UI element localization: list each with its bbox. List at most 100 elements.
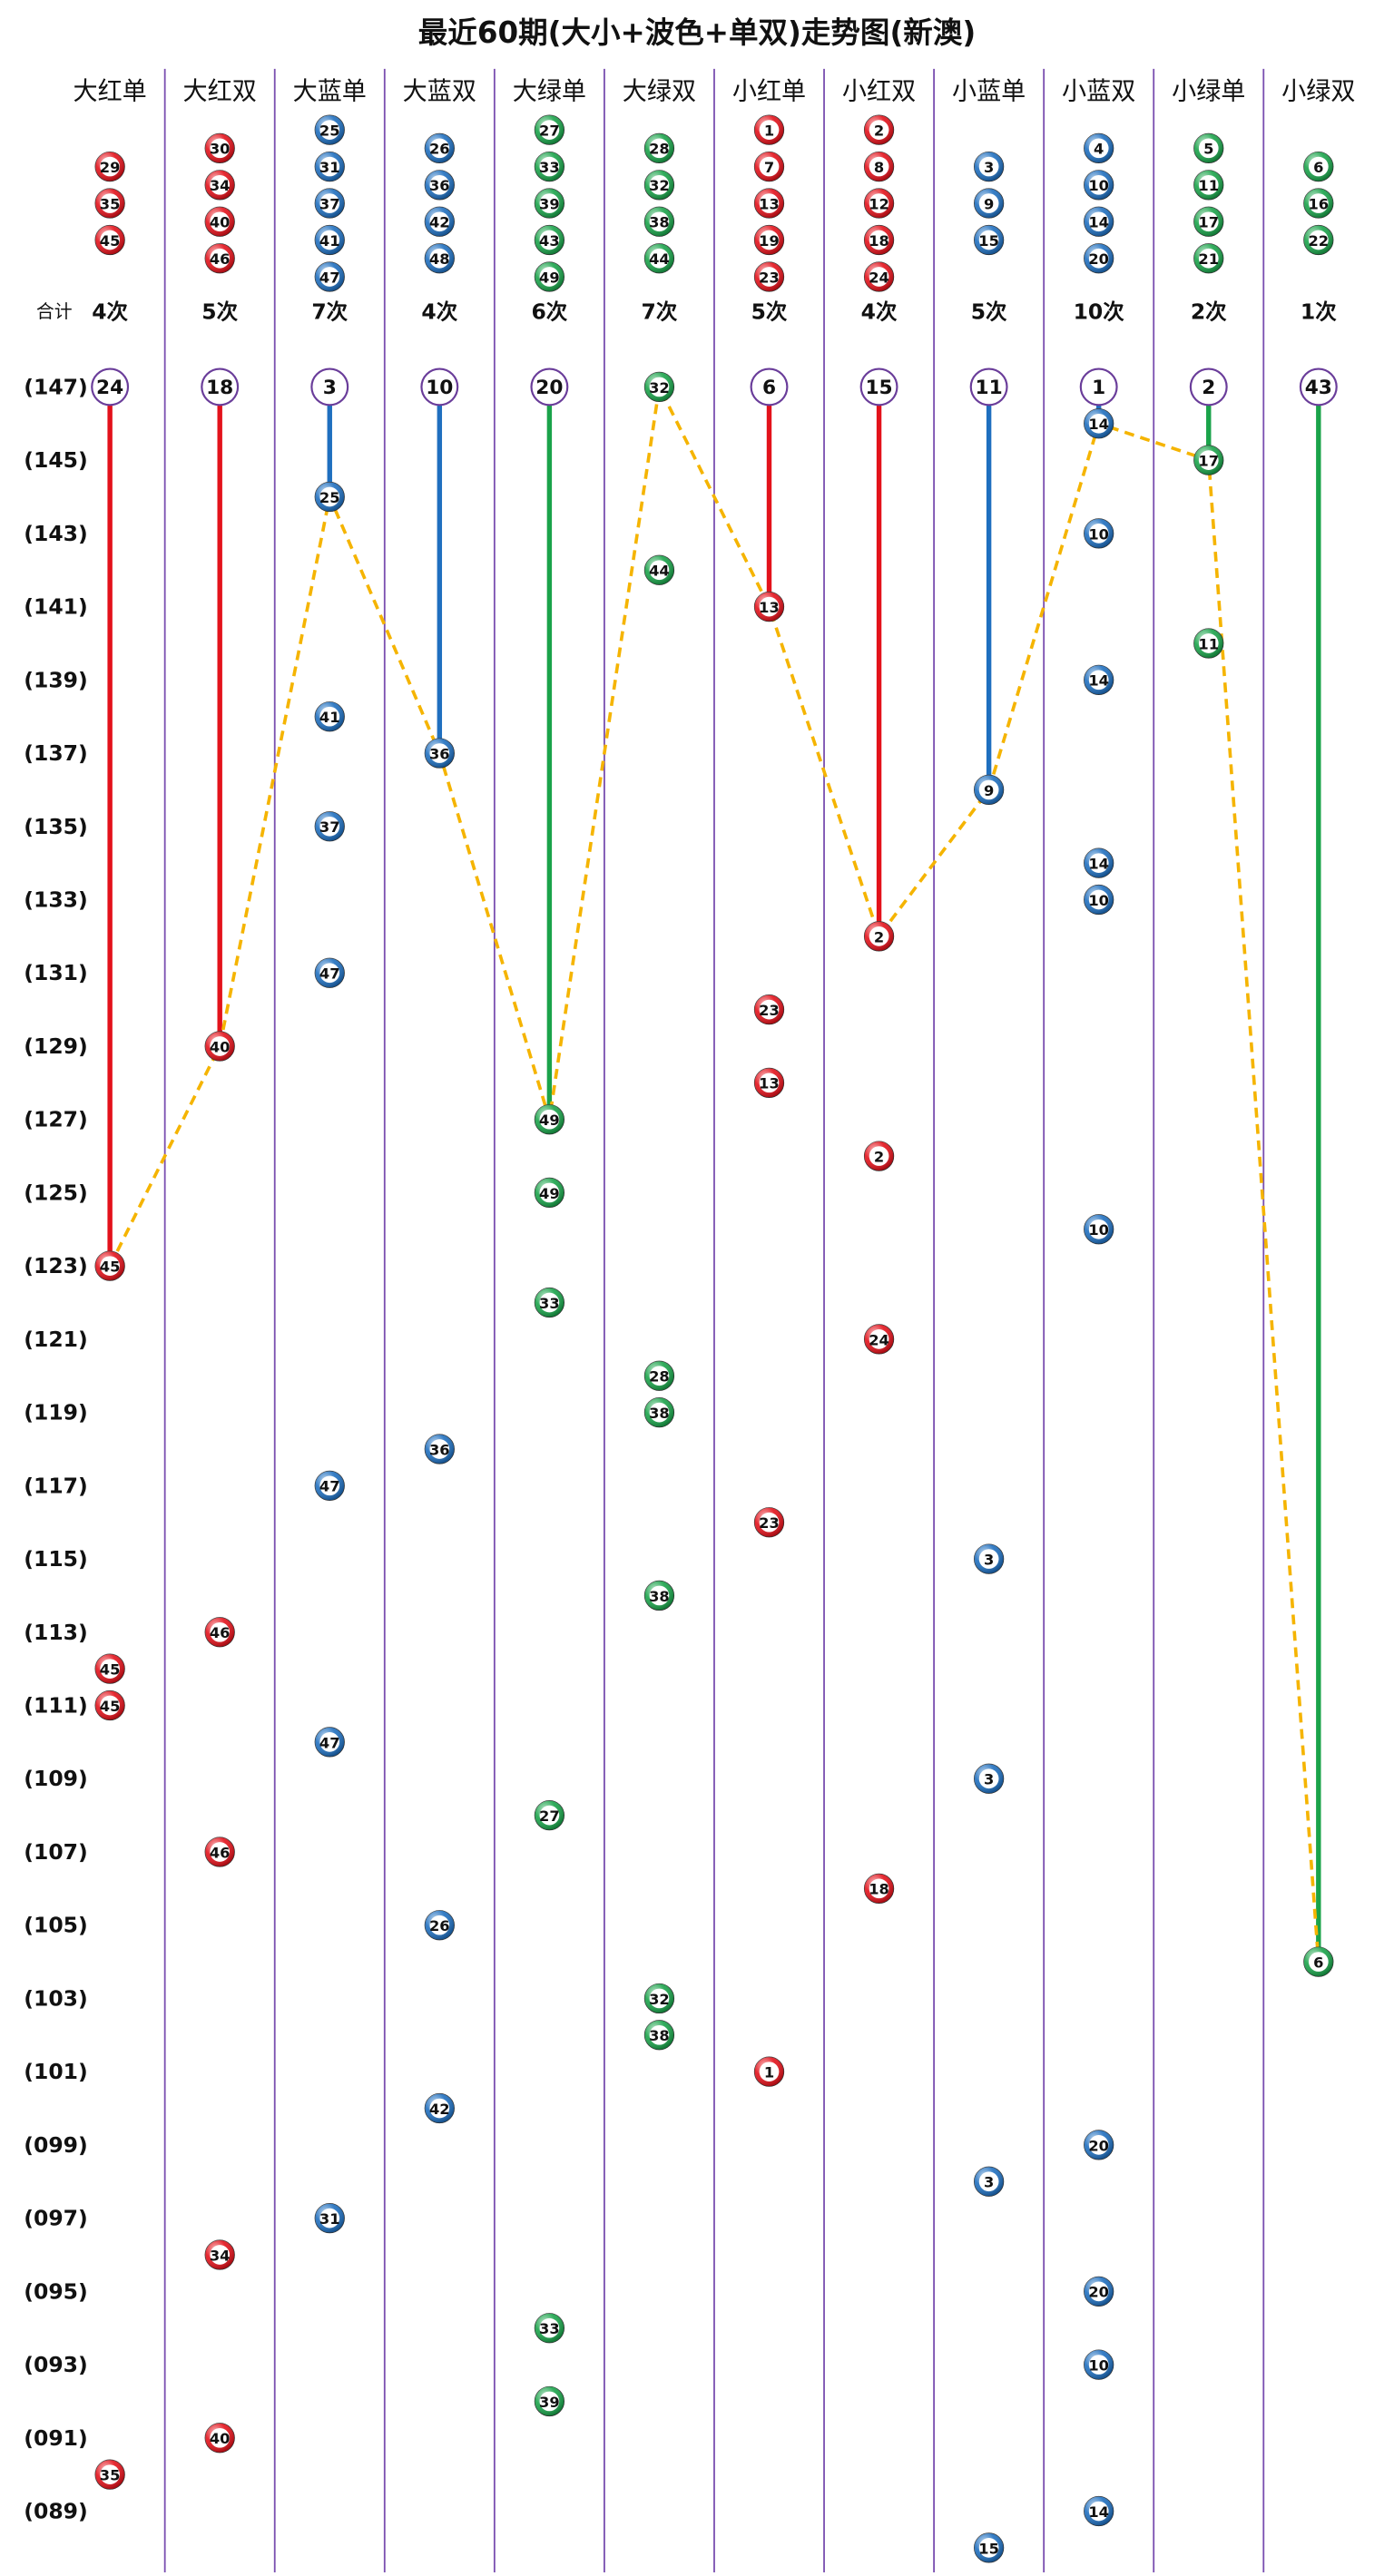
hit-ball: 32: [643, 1983, 675, 2014]
hit-ball: 35: [94, 2459, 125, 2490]
ball-number: 28: [649, 1368, 670, 1386]
ball-number: 41: [319, 709, 340, 726]
period-label: (145): [24, 447, 87, 473]
period-label: (137): [24, 740, 87, 766]
hit-ball: 18: [863, 1873, 895, 1904]
ball-center: [429, 248, 450, 269]
ball-center: [1308, 193, 1329, 213]
header-ball: 38: [643, 206, 675, 237]
ball-center: [1088, 670, 1109, 691]
ball-center: [539, 156, 560, 177]
ball-center: [319, 267, 340, 287]
ball-center: [539, 1805, 560, 1826]
ball-center: [429, 743, 450, 763]
ball-number: 33: [539, 1295, 560, 1312]
ball-number: 14: [1088, 214, 1109, 231]
ball-center: [759, 2062, 780, 2082]
miss-number: 11: [976, 377, 1003, 399]
ball-number: 37: [319, 195, 340, 212]
ball-number: 25: [319, 122, 340, 140]
ball-center: [978, 1768, 999, 1789]
column-header: 大红单: [73, 78, 146, 106]
ball-center: [1088, 413, 1109, 434]
ball-number: 27: [539, 1807, 560, 1825]
hit-ball: 1: [753, 2056, 785, 2087]
ball-center: [210, 2245, 231, 2265]
miss-marker: 18: [201, 367, 240, 406]
ball-number: 6: [1313, 1954, 1323, 1971]
ball-center: [649, 174, 670, 195]
ball-center: [210, 248, 231, 269]
ball-number: 17: [1198, 214, 1219, 231]
total-label: 合计: [36, 301, 73, 322]
ball-number: 11: [1198, 177, 1219, 194]
header-ball: 19: [753, 224, 785, 256]
ball-number: 16: [1308, 195, 1329, 212]
ball-center: [539, 230, 560, 250]
ball-center: [429, 138, 450, 159]
ball-center: [539, 1182, 560, 1203]
ball-number: 1: [764, 122, 774, 140]
ball-number: 39: [539, 2394, 560, 2411]
ball-number: 37: [319, 818, 340, 836]
hit-count: 7次: [642, 299, 678, 324]
ball-number: 45: [100, 232, 121, 250]
ball-number: 10: [1088, 177, 1109, 194]
ball-center: [539, 1292, 560, 1313]
hit-count: 5次: [971, 299, 1007, 324]
miss-circle: [420, 367, 459, 406]
ball-number: 34: [210, 177, 231, 194]
ball-number: 31: [319, 2210, 340, 2228]
chart-title: 最近60期(大小+波色+单双)走势图(新澳): [418, 15, 976, 50]
miss-number: 6: [762, 377, 776, 399]
miss-number: 43: [1305, 377, 1332, 399]
header-ball: 9: [974, 188, 1005, 219]
hit-ball: 32: [643, 371, 675, 403]
ball-number: 5: [1203, 141, 1213, 158]
ball-number: 29: [100, 159, 121, 176]
header-ball: 12: [863, 188, 895, 219]
period-label: (119): [24, 1400, 87, 1425]
header-ball: 1: [753, 114, 785, 145]
ball-number: 40: [210, 214, 231, 231]
ball-center: [1198, 450, 1219, 470]
ball-center: [759, 156, 780, 177]
ball-center: [100, 2464, 120, 2485]
ball-number: 32: [649, 177, 670, 194]
hit-ball: 17: [1193, 445, 1224, 475]
header-ball: 21: [1193, 243, 1224, 274]
miss-marker: 6: [750, 367, 789, 406]
column-header: 大蓝单: [293, 78, 367, 106]
hit-ball: 46: [204, 1617, 235, 1648]
ball-center: [759, 120, 780, 140]
period-label: (127): [24, 1107, 87, 1132]
ball-center: [210, 174, 231, 195]
hit-ball: 37: [314, 811, 345, 842]
ball-center: [869, 156, 889, 177]
hit-ball: 14: [1084, 847, 1114, 878]
ball-number: 15: [978, 2540, 999, 2557]
hit-ball: 15: [974, 2532, 1005, 2563]
miss-number: 20: [535, 377, 563, 399]
ball-number: 3: [984, 1551, 994, 1568]
ball-center: [429, 1915, 450, 1935]
ball-center: [1198, 211, 1219, 232]
hit-ball: 23: [753, 1507, 785, 1538]
hit-ball: 9: [974, 774, 1005, 806]
column-header: 大红双: [183, 78, 257, 106]
ball-center: [759, 1512, 780, 1533]
hit-ball: 47: [314, 1470, 345, 1501]
hit-ball: 38: [643, 1580, 675, 1611]
miss-circle: [310, 367, 349, 406]
ball-number: 47: [319, 1478, 340, 1495]
ball-center: [978, 2171, 999, 2192]
ball-center: [869, 267, 889, 287]
period-label: (111): [24, 1693, 87, 1719]
ball-center: [978, 230, 999, 250]
period-label: (095): [24, 2278, 87, 2304]
ball-center: [100, 1256, 120, 1277]
ball-center: [978, 779, 999, 800]
period-label: (143): [24, 521, 87, 546]
ball-center: [210, 1036, 231, 1056]
hit-ball: 13: [753, 1067, 785, 1098]
